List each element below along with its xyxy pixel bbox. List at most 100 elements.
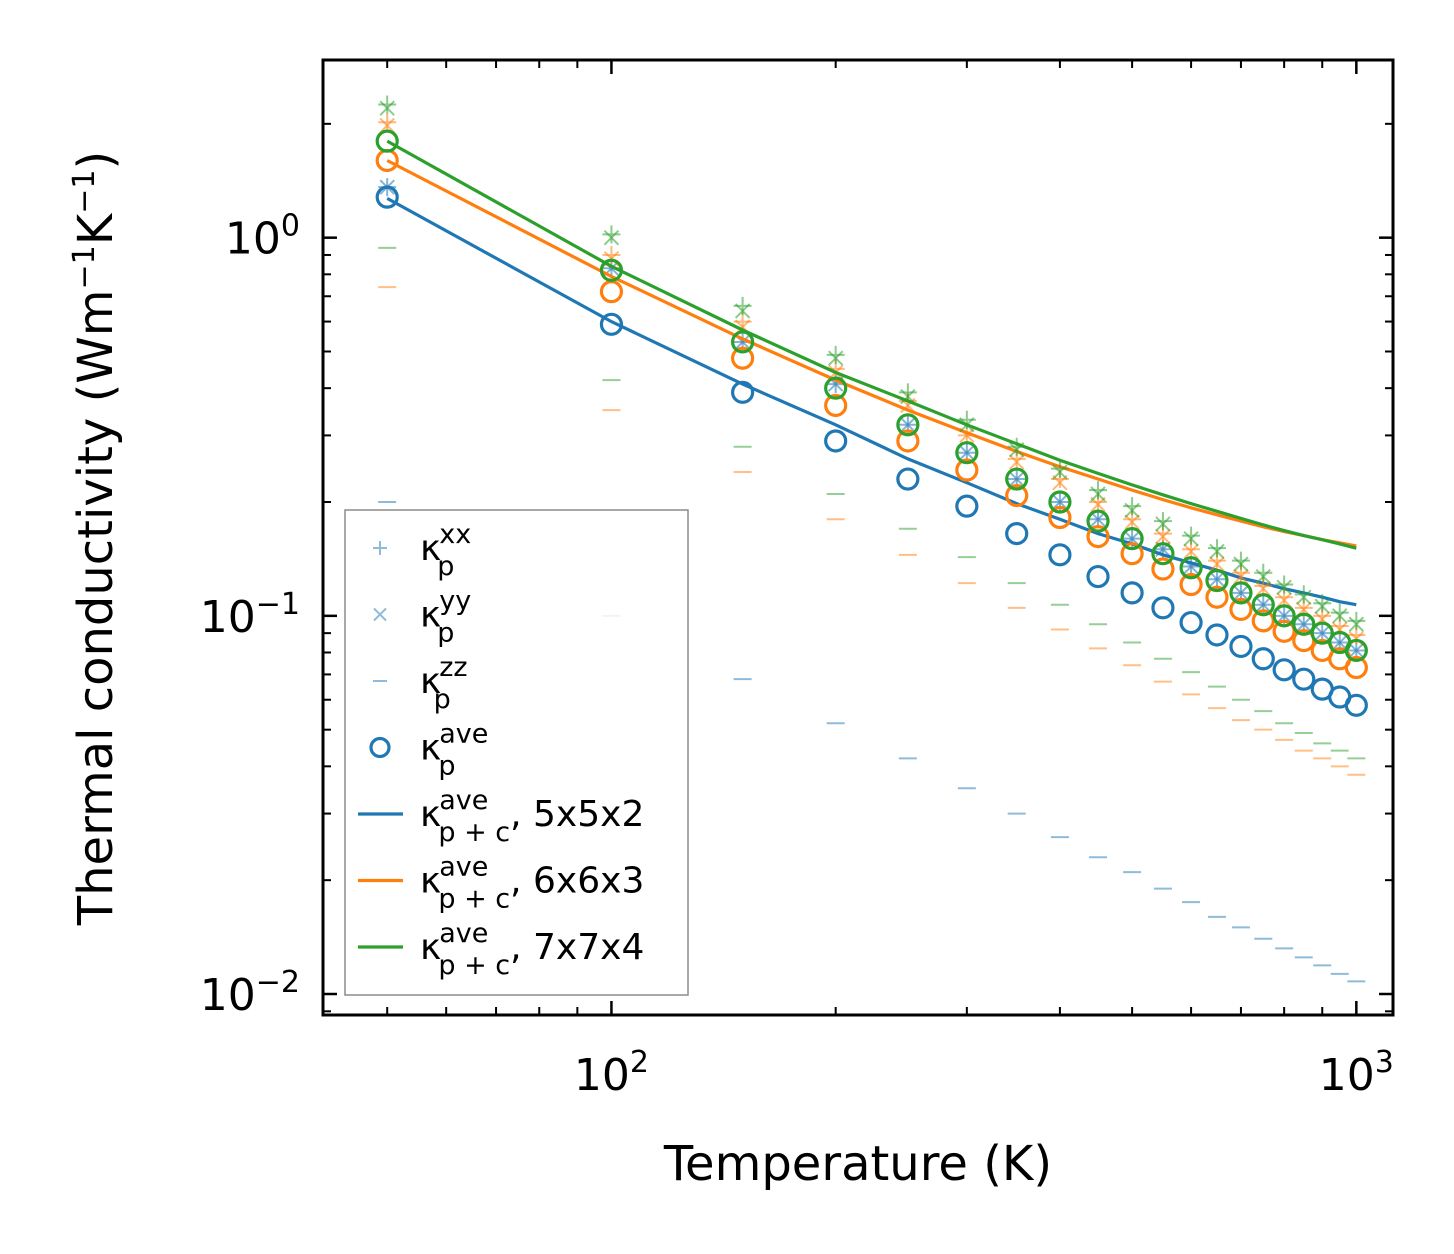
legend-sup: ave [439, 785, 488, 816]
legend-sup: ave [439, 852, 488, 883]
legend-label-kzz: κzz p [420, 652, 468, 715]
legend-label-kxx: κxx p [420, 519, 471, 582]
kave-point-5x5x2-400 [1048, 543, 1072, 567]
legend-label-kyy: κyy p [420, 586, 471, 649]
kyy-point-6x6x3-50 [379, 117, 395, 134]
kyy-point-7x7x4-200 [827, 350, 844, 366]
kxx-point-7x7x4-650 [1207, 539, 1226, 558]
kxx-point-7x7x4-1000 [1347, 611, 1366, 630]
kave-point-7x7x4-300 [955, 441, 979, 465]
legend-label-line2: κave p + c, 6x6x3 [420, 852, 644, 915]
kyy-point-7x7x4-300 [959, 417, 975, 433]
kave-point-7x7x4-500 [1120, 527, 1144, 551]
legend-sub: p [438, 751, 455, 782]
legend-suffix: , 7x7x4 [510, 927, 644, 968]
kave-point-5x5x2-750 [1251, 647, 1275, 671]
kyy-point-7x7x4-150 [734, 303, 751, 319]
kxx-point-7x7x4-250 [898, 383, 917, 402]
kyy-point-7x7x4-750 [1255, 568, 1271, 585]
kave-point-7x7x4-850 [1292, 612, 1316, 636]
legend-kappa: κ [420, 728, 441, 769]
ylabel-exp-1: −1 [67, 245, 102, 289]
kyy-point-7x7x4-400 [1052, 464, 1068, 480]
kyy-point-7x7x4-550 [1155, 516, 1171, 532]
legend-label-line3: κave p + c, 7x7x4 [420, 918, 644, 981]
legend-handle-kxx [373, 541, 387, 555]
legend-handle-kyy [373, 607, 387, 622]
kave-point-6x6x3-200 [824, 393, 848, 418]
legend-kappa: κ [420, 794, 441, 835]
x-axis-label: Temperature (K) [663, 1136, 1052, 1192]
kave-point-6x6x3-800 [1272, 619, 1296, 643]
kave-point-7x7x4-150 [731, 330, 755, 354]
series-7x7x4 [375, 95, 1368, 760]
kyy-point-5x5x2-800 [1276, 608, 1292, 624]
legend-sup: zz [439, 652, 467, 683]
legend-kappa: κ [420, 528, 441, 569]
kave-point-7x7x4-200 [824, 376, 848, 400]
kave-point-6x6x3-700 [1229, 597, 1253, 621]
kave-point-6x6x3-750 [1251, 609, 1275, 633]
kave-point-7x7x4-550 [1151, 542, 1175, 566]
kave-point-7x7x4-700 [1229, 581, 1253, 605]
kave-point-7x7x4-350 [1005, 467, 1029, 491]
y-tick-base: 10 [200, 970, 256, 1021]
kxx-point-7x7x4-750 [1254, 563, 1273, 582]
kxx-point-7x7x4-550 [1153, 512, 1172, 531]
kyy-point-5x5x2-850 [1296, 616, 1312, 632]
kave-point-5x5x2-350 [1005, 521, 1029, 546]
ylabel-exp-2: −1 [67, 170, 102, 214]
kave-point-7x7x4-1000 [1344, 638, 1368, 663]
kxx-point-7x7x4-350 [1007, 437, 1026, 456]
kave-point-7x7x4-750 [1251, 593, 1275, 617]
kave-point-6x6x3-650 [1205, 585, 1229, 609]
legend-frame [344, 509, 689, 996]
legend-sub: p [434, 684, 451, 715]
kave-point-5x5x2-1000 [1344, 693, 1368, 717]
legend-sup: ave [439, 719, 488, 750]
kyy-point-7x7x4-100 [603, 229, 620, 246]
kave-point-6x6x3-550 [1151, 557, 1175, 581]
kave-point-5x5x2-50 [375, 185, 399, 209]
kyy-point-7x7x4-700 [1233, 556, 1249, 572]
kave-point-5x5x2-150 [731, 380, 755, 404]
kave-point-6x6x3-450 [1086, 525, 1110, 549]
kave-point-7x7x4-400 [1048, 490, 1072, 514]
kxx-point-7x7x4-900 [1313, 594, 1332, 613]
kave-point-6x6x3-350 [1005, 483, 1029, 508]
y-tick-exp: −2 [256, 965, 300, 1000]
kyy-point-5x5x2-350 [1009, 471, 1025, 487]
kave-point-6x6x3-1000 [1344, 655, 1368, 680]
kave-point-5x5x2-450 [1086, 564, 1110, 589]
legend-label-kave: κave p [420, 719, 488, 782]
legend-sub: p [437, 551, 454, 582]
kave-point-6x6x3-150 [731, 346, 755, 370]
legend-suffix: , 6x6x3 [510, 861, 644, 902]
legend-sup: ave [439, 918, 488, 949]
x-tick-label-100: 102 [574, 1045, 649, 1101]
kyy-point-7x7x4-350 [1009, 441, 1025, 458]
kave-point-7x7x4-800 [1272, 604, 1296, 628]
kave-point-5x5x2-700 [1229, 634, 1253, 659]
legend-kappa: κ [420, 861, 441, 902]
kyy-point-5x5x2-900 [1314, 625, 1330, 641]
plot-frame [321, 58, 1395, 1017]
kyy-point-7x7x4-250 [900, 388, 916, 405]
kyy-point-5x5x2-650 [1209, 571, 1225, 587]
ylabel-close: ) [68, 151, 124, 170]
kyy-point-7x7x4-950 [1332, 608, 1348, 624]
kyy-point-7x7x4-1000 [1348, 616, 1365, 632]
kave-point-7x7x4-250 [896, 413, 920, 437]
kyy-point-5x5x2-750 [1255, 597, 1271, 613]
legend-kappa: κ [420, 661, 441, 702]
kave-point-5x5x2-800 [1272, 658, 1296, 682]
kave-point-5x5x2-600 [1179, 610, 1203, 635]
kxx-point-7x7x4-700 [1231, 551, 1250, 570]
kyy-point-6x6x3-700 [1233, 568, 1249, 585]
kxx-point-7x7x4-500 [1123, 497, 1142, 516]
kyy-point-5x5x2-400 [1052, 494, 1068, 510]
kxx-point-7x7x4-850 [1294, 585, 1313, 604]
